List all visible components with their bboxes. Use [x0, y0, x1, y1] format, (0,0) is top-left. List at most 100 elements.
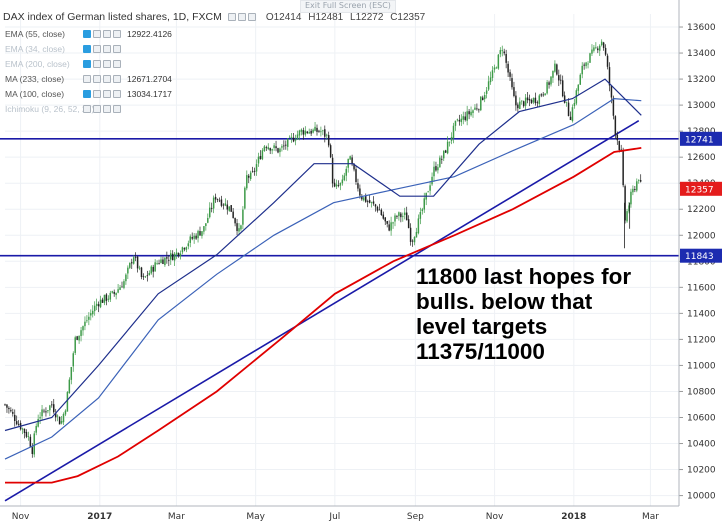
candle-body: [404, 212, 406, 215]
candle-body: [56, 415, 59, 417]
candle-body: [439, 157, 441, 168]
candle-body: [306, 131, 308, 134]
candle-body: [569, 116, 572, 121]
candle-body: [288, 136, 291, 138]
candle-body: [380, 209, 383, 216]
candle-body: [634, 189, 636, 190]
indicator-row[interactable]: MA (233, close) 12671.2704: [5, 71, 172, 86]
candle-body: [177, 253, 180, 256]
indicator-legend: EMA (55, close) 12922.4126 EMA (34, clos…: [5, 26, 172, 116]
candle-body: [62, 414, 65, 423]
candle-body: [608, 67, 611, 86]
candle-body: [628, 205, 630, 212]
candle-body: [448, 141, 451, 143]
close-icon[interactable]: [103, 59, 111, 68]
candle-body: [160, 259, 162, 263]
candle-body: [521, 100, 523, 102]
eye-icon[interactable]: [83, 104, 91, 113]
x-tick-label: Sep: [407, 512, 424, 522]
candle-body: [68, 379, 71, 394]
candle-body: [171, 253, 174, 261]
horizontal-levels: [0, 138, 679, 257]
candle-body: [45, 411, 47, 413]
settings-icon[interactable]: [93, 89, 101, 98]
more-icon[interactable]: [113, 89, 121, 98]
candle-body: [294, 139, 297, 141]
more-icon[interactable]: [113, 29, 121, 38]
x-tick-label: Mar: [642, 512, 659, 522]
candle-body: [234, 218, 236, 224]
candle-body: [441, 158, 443, 160]
candle-body: [435, 166, 437, 171]
settings-icon[interactable]: [93, 29, 101, 38]
candle-body: [212, 197, 215, 209]
candle-body: [4, 404, 6, 406]
indicator-value: 12671.2704: [127, 73, 172, 84]
y-tick-label: 11200: [687, 335, 716, 345]
close-icon[interactable]: [103, 44, 111, 53]
exit-full-screen-button[interactable]: Exit Full Screen (ESC): [300, 0, 396, 13]
candle-body: [361, 196, 363, 200]
candle-body: [271, 149, 273, 151]
indicator-row[interactable]: EMA (200, close): [5, 56, 172, 71]
candle-body: [630, 191, 632, 205]
candle-body: [144, 276, 147, 278]
candle-body: [275, 146, 277, 149]
x-tick-label: May: [246, 512, 265, 522]
y-tick-label: 10400: [687, 440, 716, 450]
candle-body: [88, 316, 90, 320]
close-icon[interactable]: [103, 89, 111, 98]
candle-body: [466, 111, 468, 121]
close-icon[interactable]: [103, 104, 111, 113]
eye-icon[interactable]: [83, 89, 91, 98]
candle-body: [345, 168, 347, 176]
trend-line-layer: [4, 120, 640, 502]
open-value: O12414: [265, 11, 302, 23]
candle-body: [92, 310, 94, 315]
candle-body: [474, 107, 476, 110]
settings-icon[interactable]: [93, 59, 101, 68]
close-icon[interactable]: [103, 74, 111, 83]
indicator-row[interactable]: EMA (55, close) 12922.4126: [5, 26, 172, 41]
indicator-value: 13034.1717: [127, 88, 172, 99]
candle-body: [548, 82, 550, 85]
more-icon[interactable]: [113, 59, 121, 68]
eye-icon[interactable]: [83, 29, 91, 38]
candle-body: [561, 80, 564, 97]
indicator-row[interactable]: EMA (34, close): [5, 41, 172, 56]
candle-body: [595, 47, 597, 49]
candle-body: [308, 132, 310, 134]
settings-icon[interactable]: [93, 44, 101, 53]
candle-body: [462, 116, 464, 120]
eye-icon[interactable]: [83, 74, 91, 83]
close-icon[interactable]: [103, 29, 111, 38]
candle-body: [220, 199, 223, 206]
more-icon[interactable]: [113, 74, 121, 83]
settings-icon[interactable]: [93, 74, 101, 83]
candle-body: [349, 156, 351, 160]
candle-body: [158, 263, 160, 264]
eye-icon[interactable]: [83, 59, 91, 68]
candle-body: [197, 230, 199, 239]
candle-body: [35, 425, 37, 433]
indicator-name: MA (100, close): [5, 88, 65, 99]
candle-body: [292, 137, 295, 142]
settings-icon[interactable]: [227, 13, 236, 21]
candle-body: [384, 217, 386, 222]
more-icon[interactable]: [113, 44, 121, 53]
indicator-row[interactable]: MA (100, close) 13034.1717: [5, 86, 172, 101]
more-icon[interactable]: [113, 104, 121, 113]
candle-body: [573, 102, 576, 107]
candle-body: [376, 206, 379, 211]
candle-body: [117, 289, 119, 293]
eye-icon[interactable]: [83, 44, 91, 53]
indicator-row[interactable]: Ichimoku (9, 26, 52, 26): [5, 101, 172, 116]
candle-body: [536, 102, 539, 104]
y-tick-label: 10800: [687, 387, 716, 397]
close-icon[interactable]: [247, 13, 256, 21]
candle-body: [43, 410, 45, 412]
settings-icon[interactable]: [93, 104, 101, 113]
candle-body: [534, 97, 537, 104]
eye-icon[interactable]: [237, 13, 246, 21]
